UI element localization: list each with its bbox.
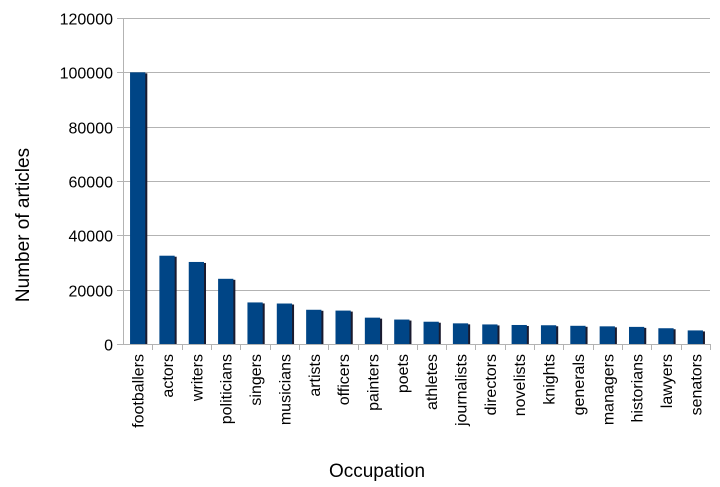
bar-managers xyxy=(599,326,615,344)
bar-poets xyxy=(394,319,410,344)
x-tick-label: athletes xyxy=(424,354,441,410)
y-tick-label: 40000 xyxy=(69,229,114,246)
y-tick-label: 60000 xyxy=(69,175,114,192)
y-tick-label: 100000 xyxy=(60,66,113,83)
bar-historians xyxy=(628,326,645,344)
x-tick-label: politicians xyxy=(219,354,236,424)
bar-senators xyxy=(687,330,703,344)
bar-novelists xyxy=(511,324,527,344)
x-tick-label: generals xyxy=(571,354,588,415)
bar-actors xyxy=(159,255,175,344)
x-tick-label: managers xyxy=(600,354,617,425)
x-tick-label: directors xyxy=(483,354,500,415)
x-axis-title: Occupation xyxy=(329,461,425,482)
bar-lawyers xyxy=(658,328,674,344)
x-tick-labels: footballers actors writers politicians singe… xyxy=(131,354,706,428)
bar-singers xyxy=(247,302,263,344)
x-tick-label: footballers xyxy=(131,354,148,428)
x-tick-label: novelists xyxy=(512,354,529,416)
y-tick-label: 20000 xyxy=(69,284,114,301)
x-tick-label: journalists xyxy=(454,354,471,427)
x-tick-label: painters xyxy=(365,354,382,411)
x-tick-label: knights xyxy=(542,354,559,405)
y-tick-label: 0 xyxy=(104,338,113,355)
y-tick-label: 120000 xyxy=(60,12,113,29)
bar-artists xyxy=(306,309,322,344)
bar-journalists xyxy=(452,323,469,344)
bar-officers xyxy=(335,310,351,344)
bar-footballers xyxy=(130,72,146,344)
bar-writers xyxy=(188,261,205,344)
x-tick-label: lawyers xyxy=(659,354,676,408)
x-tick-label: singers xyxy=(248,354,265,406)
y-tick-labels: 0 20000 40000 60000 80000 100000 120000 xyxy=(60,12,113,355)
x-tick-label: actors xyxy=(160,354,177,398)
bar-directors xyxy=(482,324,498,344)
axes xyxy=(117,18,711,350)
bar-politicians xyxy=(218,278,234,344)
gridlines xyxy=(123,18,710,291)
x-tick-label: artists xyxy=(307,354,324,397)
x-tick-label: officers xyxy=(336,354,353,405)
bar-athletes xyxy=(423,321,439,344)
bar-generals xyxy=(570,325,586,344)
x-tick-label: writers xyxy=(189,354,206,402)
bar-knights xyxy=(540,325,557,344)
x-tick-label: senators xyxy=(688,354,705,415)
y-axis-title: Number of articles xyxy=(13,148,34,302)
x-tick-label: historians xyxy=(630,354,647,422)
y-tick-label: 80000 xyxy=(69,121,114,138)
bar-painters xyxy=(364,317,381,344)
bar-musicians xyxy=(276,303,293,344)
x-tick-label: musicians xyxy=(277,354,294,425)
bars xyxy=(130,72,705,344)
x-tick-label: poets xyxy=(395,354,412,393)
